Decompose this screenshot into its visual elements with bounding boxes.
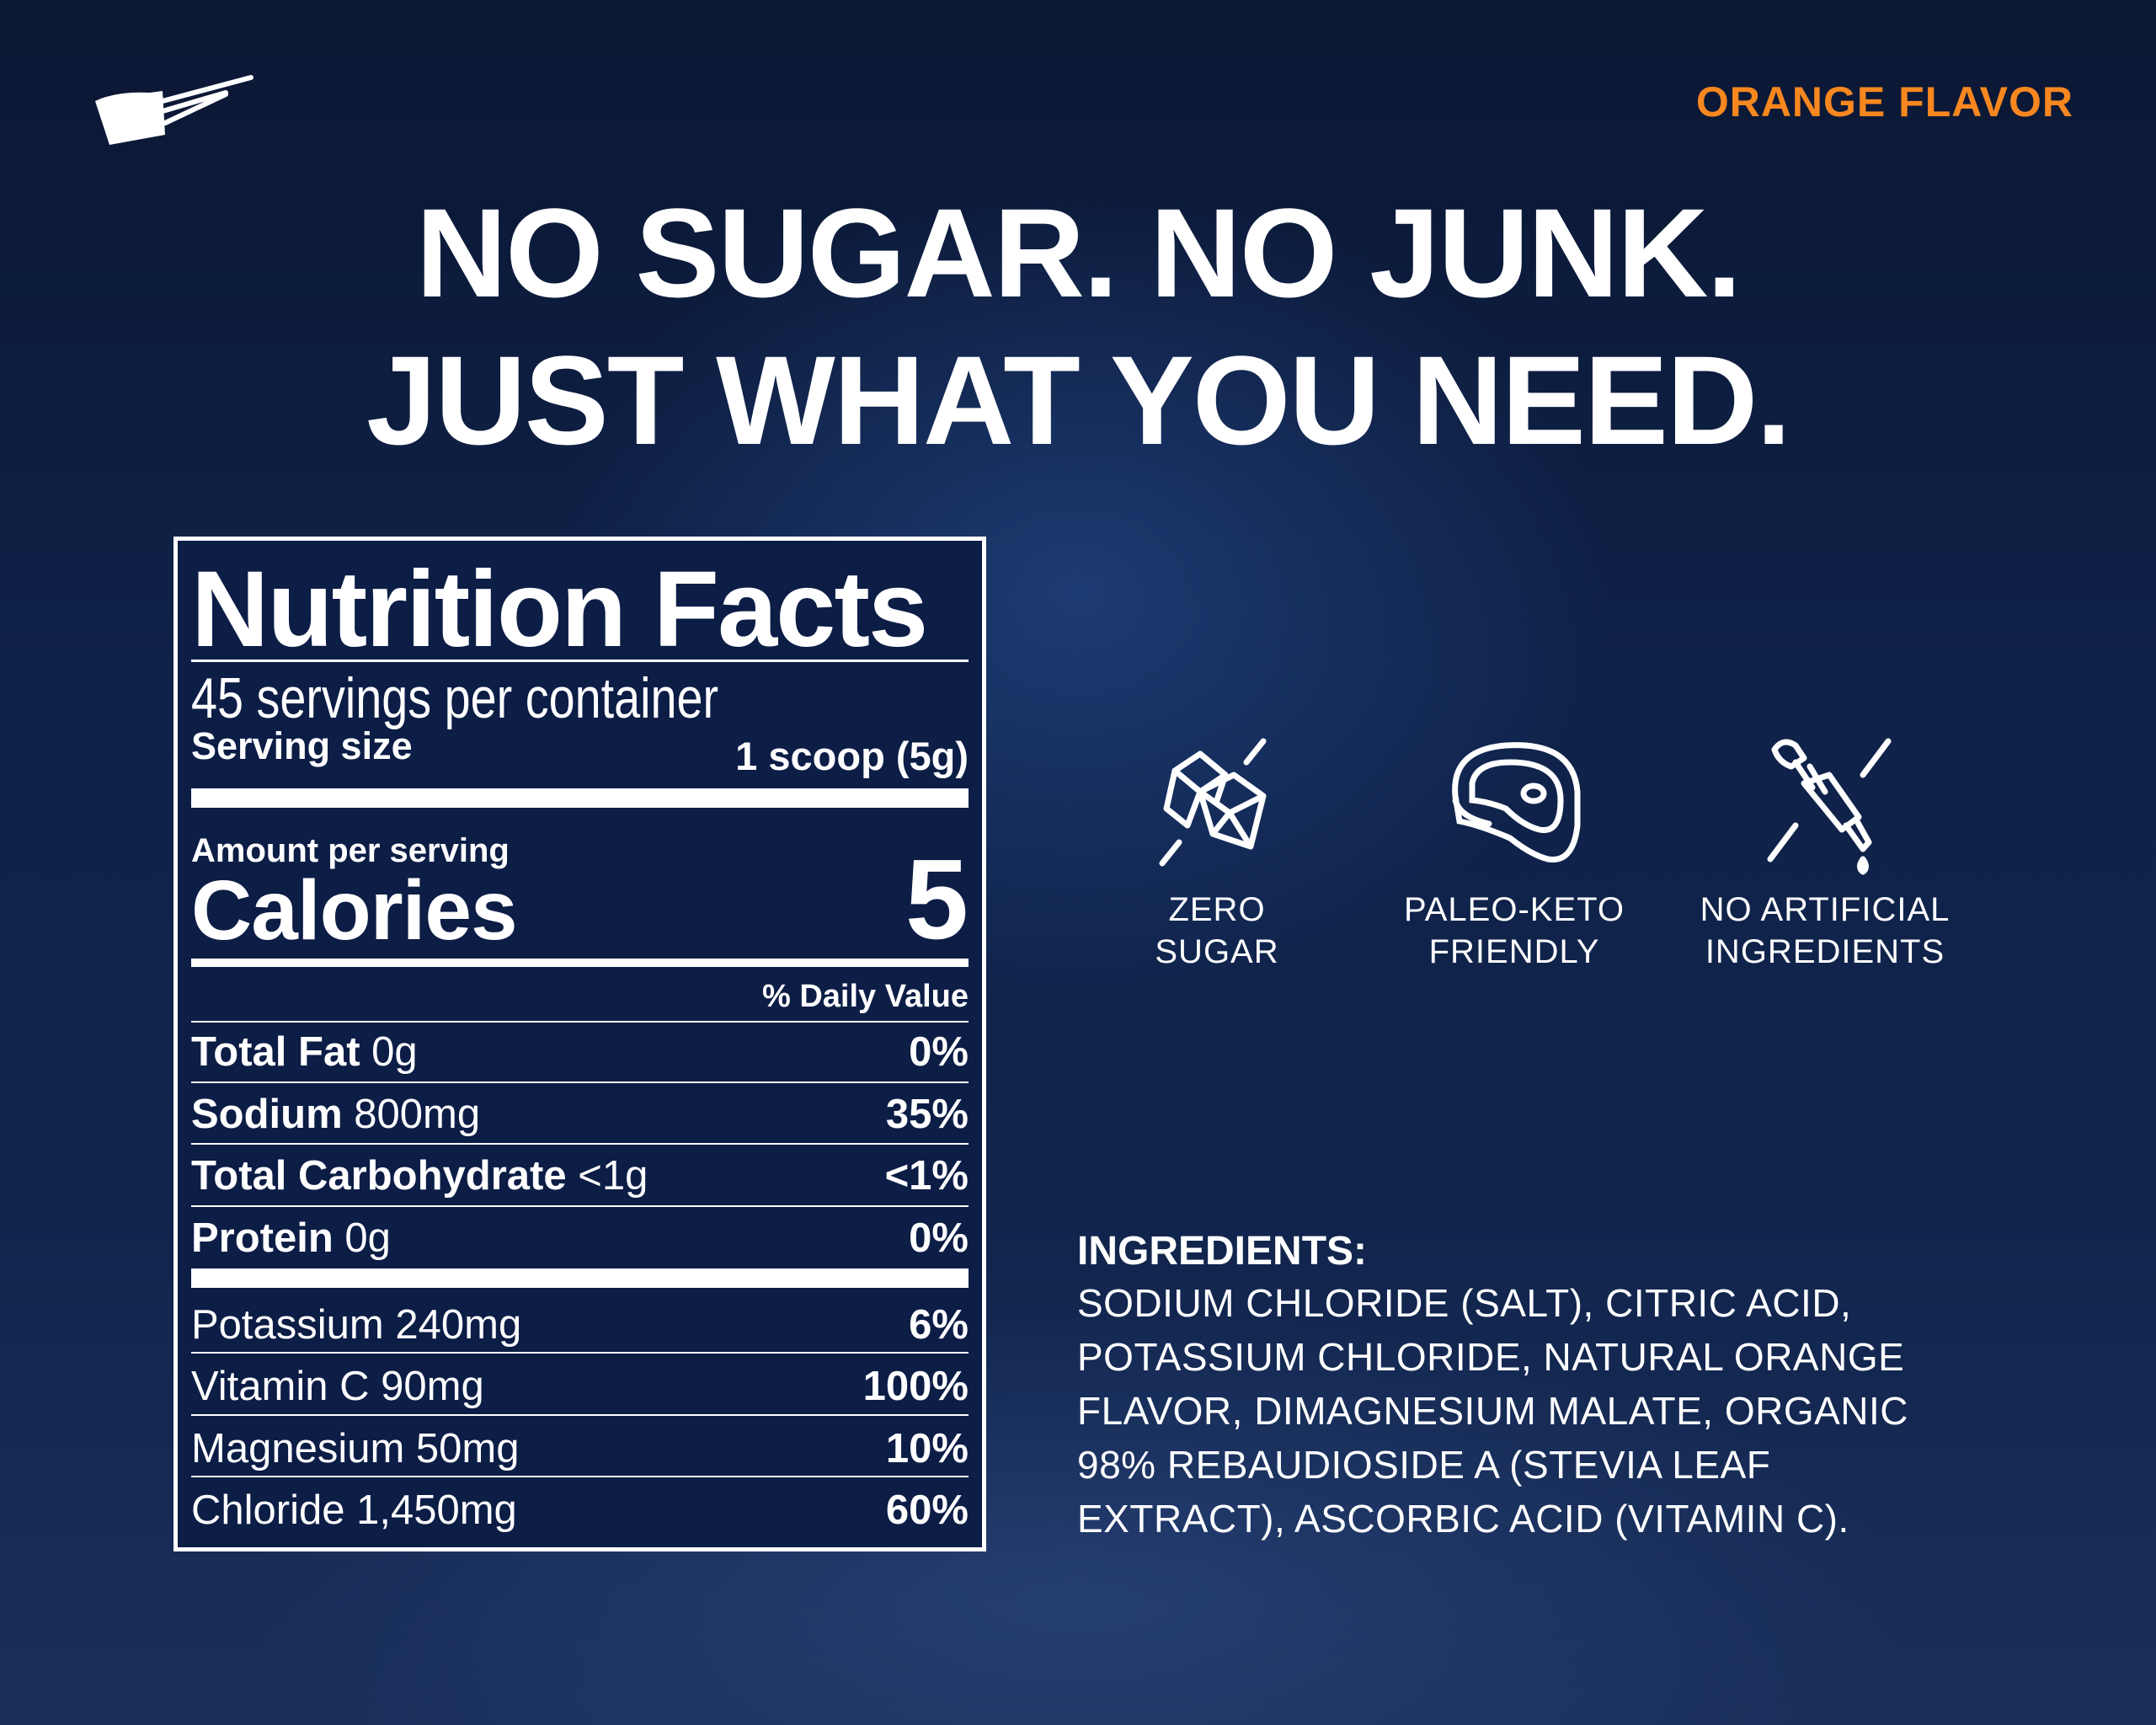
headline-line2: JUST WHAT YOU NEED.: [366, 329, 1791, 471]
daily-value-header: % Daily Value: [761, 979, 969, 1014]
measuring-scoop-icon: [95, 75, 253, 145]
sugar-cubes-crossed-icon: [1159, 738, 1267, 867]
feature-no-artificial: NO ARTIFICIAL INGREDIENTS: [1700, 891, 1951, 970]
calories-label: Calories: [191, 863, 518, 958]
nutrient-row: Sodium 800mg 35%: [191, 1092, 969, 1137]
flavor-label: ORANGE FLAVOR: [1695, 78, 2073, 126]
nutrient-row: Total Carbohydrate <1g <1%: [191, 1153, 969, 1199]
amount-per-serving-label: Amount per serving: [191, 832, 510, 869]
thick-divider: [191, 788, 969, 808]
servings-per-container: 45 servings per container: [191, 666, 719, 730]
ingredients-title: INGREDIENTS:: [1077, 1229, 1368, 1274]
feature-paleo-keto: PALEO-KETO FRIENDLY: [1404, 891, 1625, 970]
nutrition-title: Nutrition Facts: [191, 549, 928, 670]
mineral-row: Potassium 240mg 6%: [191, 1302, 969, 1348]
nutrition-facts-panel: Nutrition Facts 45 servings per containe…: [173, 537, 986, 1551]
serving-size-value: 1 scoop (5g): [735, 734, 969, 778]
ingredients-text: SODIUM CHLORIDE (SALT), CITRIC ACID, POT…: [1077, 1281, 1909, 1541]
mineral-row: Vitamin C 90mg 100%: [191, 1364, 969, 1409]
dropper-crossed-icon: [1767, 738, 1892, 875]
nutrient-row: Total Fat 0g 0%: [191, 1029, 969, 1075]
mineral-row: Magnesium 50mg 10%: [191, 1426, 969, 1471]
feature-zero-sugar: ZERO SUGAR: [1155, 891, 1279, 970]
steak-icon: [1452, 742, 1581, 862]
calories-value: 5: [905, 836, 969, 963]
serving-size-label: Serving size: [191, 724, 413, 767]
mineral-row: Chloride 1,450mg 60%: [191, 1487, 969, 1533]
headline-line1: NO SUGAR. NO JUNK.: [415, 182, 1742, 323]
nutrient-row: Protein 0g 0%: [191, 1215, 969, 1261]
